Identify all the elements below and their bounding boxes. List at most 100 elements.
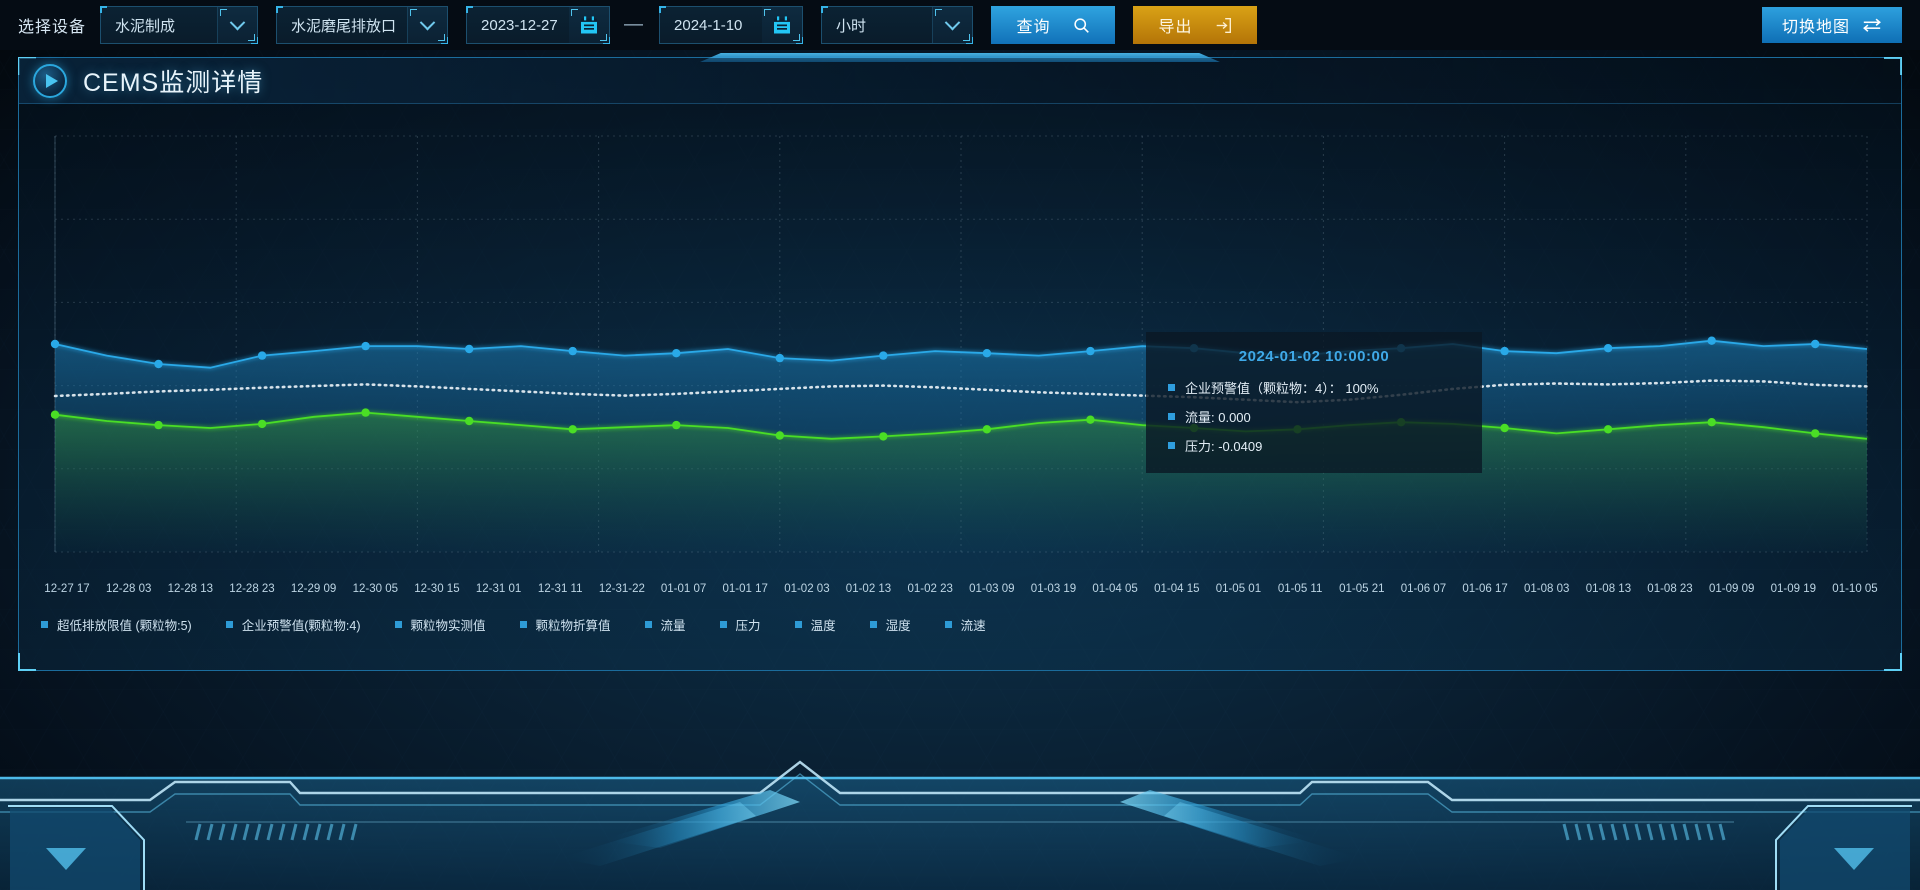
- field-corner-tl: [100, 6, 108, 13]
- series-data-point[interactable]: [982, 425, 992, 434]
- export-button[interactable]: 导出: [1133, 6, 1258, 44]
- device-select-value: 水泥制成: [115, 17, 176, 35]
- series-data-point[interactable]: [982, 349, 992, 358]
- legend-item[interactable]: 流速: [944, 615, 986, 634]
- series-data-point[interactable]: [672, 420, 681, 430]
- series-data-point[interactable]: [1396, 418, 1406, 427]
- chevron-down-icon[interactable]: [932, 7, 973, 43]
- interval-select[interactable]: 小时: [821, 6, 974, 44]
- series-data-point[interactable]: [361, 341, 370, 351]
- legend-label: 湿度: [885, 619, 911, 633]
- legend-item[interactable]: 颗粒物折算值: [519, 615, 611, 634]
- series-data-point[interactable]: [1603, 425, 1613, 434]
- x-axis-tick-label: 12-28 03: [106, 583, 151, 595]
- x-axis-tick-label: 01-05 11: [1278, 583, 1323, 595]
- series-data-point[interactable]: [50, 410, 60, 419]
- x-axis-tick-label: 12-29 09: [291, 583, 336, 595]
- legend-item[interactable]: 温度: [794, 615, 836, 634]
- page-title: CEMS监测详情: [83, 68, 264, 97]
- x-axis-tick-label: 12-28 23: [229, 583, 274, 595]
- query-button[interactable]: 查询: [991, 6, 1116, 44]
- chevron-down-icon[interactable]: [217, 7, 258, 43]
- series-data-point[interactable]: [1396, 344, 1406, 353]
- export-button-label: 导出: [1158, 19, 1193, 36]
- x-axis-tick-label: 01-06 17: [1462, 583, 1507, 595]
- legend-label: 颗粒物实测值: [410, 619, 486, 633]
- x-axis-tick-label: 12-31 11: [538, 583, 583, 595]
- outlet-select-value: 水泥磨尾排放口: [291, 17, 397, 35]
- series-data-point[interactable]: [1293, 425, 1302, 434]
- panel-header: CEMS监测详情: [19, 58, 1901, 104]
- x-axis-tick-label: 01-04 05: [1092, 583, 1137, 595]
- chart-legend: 超低排放限值 (颗粒物:5) 企业预警值(颗粒物:4) 颗粒物实测值 颗粒物折算值 流量…: [41, 615, 1020, 634]
- panel-corner-bl: [18, 653, 36, 671]
- series-data-point[interactable]: [879, 432, 888, 441]
- legend-label: 超低排放限值 (颗粒物:5): [57, 619, 192, 633]
- series-data-point[interactable]: [1500, 346, 1509, 356]
- series-data-point[interactable]: [257, 351, 267, 360]
- series-data-point[interactable]: [1500, 423, 1509, 433]
- series-data-point[interactable]: [50, 339, 60, 349]
- cems-line-chart: 12-27 17 12-28 03 12-28 13 12-28 23 12-29 09…: [19, 104, 1903, 672]
- legend-marker: [394, 621, 402, 628]
- field-corner-br: [796, 37, 804, 44]
- series-data-point[interactable]: [154, 420, 163, 430]
- series-data-point[interactable]: [1086, 346, 1095, 356]
- series-data-point[interactable]: [1293, 351, 1302, 360]
- chart-x-axis-labels: 12-27 17 12-28 03 12-28 13 12-28 23 12-29 09…: [44, 583, 1877, 595]
- series-data-point[interactable]: [1811, 429, 1820, 438]
- legend-marker: [719, 621, 727, 628]
- date-range-separator: —: [624, 14, 644, 35]
- series-data-point[interactable]: [568, 346, 577, 356]
- series-data-point[interactable]: [1707, 418, 1716, 427]
- series-data-point[interactable]: [1189, 423, 1199, 433]
- x-axis-tick-label: 12-30 15: [414, 583, 459, 595]
- legend-item[interactable]: 颗粒物实测值: [394, 615, 486, 634]
- legend-marker: [944, 621, 952, 628]
- legend-item[interactable]: 压力: [719, 615, 761, 634]
- series-data-point[interactable]: [257, 419, 267, 429]
- series-data-point[interactable]: [672, 349, 681, 358]
- series-data-point[interactable]: [154, 359, 163, 369]
- series-data-point[interactable]: [465, 344, 474, 354]
- series-data-point[interactable]: [879, 351, 888, 360]
- series-data-point[interactable]: [361, 408, 370, 417]
- legend-marker: [225, 621, 233, 628]
- x-axis-tick-label: 01-08 23: [1647, 583, 1692, 595]
- legend-item[interactable]: 流量: [644, 615, 686, 634]
- series-data-point[interactable]: [1086, 415, 1095, 424]
- legend-marker: [644, 621, 652, 628]
- switch-map-button[interactable]: 切换地图: [1761, 7, 1902, 43]
- x-axis-tick-label: 12-28 13: [168, 583, 213, 595]
- x-axis-tick-label: 01-05 01: [1216, 583, 1261, 595]
- calendar-icon[interactable]: [569, 7, 610, 43]
- series-data-point[interactable]: [1603, 344, 1613, 353]
- export-icon: [1216, 17, 1231, 33]
- calendar-icon[interactable]: [762, 7, 803, 43]
- legend-marker: [519, 621, 527, 628]
- play-icon: [33, 63, 67, 98]
- series-data-point[interactable]: [1707, 336, 1716, 345]
- series-data-point[interactable]: [1811, 339, 1820, 349]
- series-data-point[interactable]: [465, 416, 474, 426]
- outlet-select[interactable]: 水泥磨尾排放口: [276, 6, 449, 44]
- start-date-input[interactable]: 2023-12-27: [466, 6, 611, 44]
- legend-label: 流量: [660, 619, 686, 633]
- field-corner-tl: [466, 6, 474, 13]
- legend-item[interactable]: 企业预警值(颗粒物:4): [225, 615, 361, 634]
- x-axis-tick-label: 01-05 21: [1339, 583, 1384, 595]
- device-select[interactable]: 水泥制成: [100, 6, 259, 44]
- series-data-point[interactable]: [775, 431, 784, 440]
- legend-item[interactable]: 湿度: [869, 615, 911, 634]
- chevron-down-icon[interactable]: [407, 7, 448, 43]
- x-axis-tick-label: 01-01 07: [661, 583, 706, 595]
- end-date-input[interactable]: 2024-1-10: [659, 6, 804, 44]
- legend-item[interactable]: 超低排放限值 (颗粒物:5): [41, 615, 192, 634]
- legend-label: 温度: [810, 619, 836, 633]
- legend-label: 企业预警值(颗粒物:4): [241, 619, 361, 633]
- legend-marker: [41, 621, 48, 628]
- field-corner-tl: [276, 6, 284, 13]
- series-data-point[interactable]: [1189, 344, 1199, 353]
- series-data-point[interactable]: [568, 425, 577, 434]
- series-data-point[interactable]: [775, 353, 784, 363]
